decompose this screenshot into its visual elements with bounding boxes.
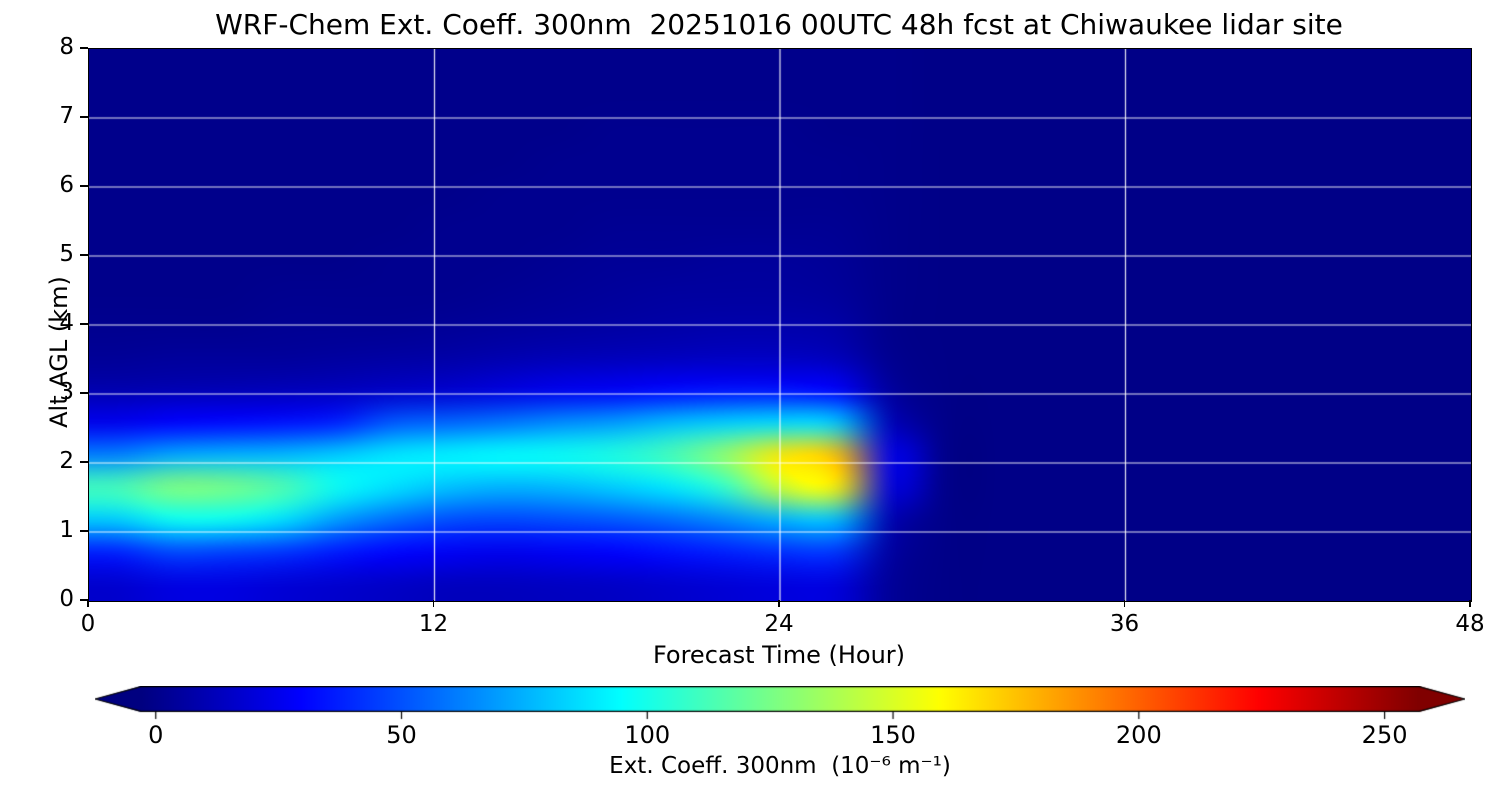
y-tick-mark — [80, 116, 88, 118]
colorbar-label: Ext. Coeff. 300nm (10⁻⁶ m⁻¹) — [609, 753, 951, 779]
colorbar-tick-label: 150 — [870, 721, 916, 749]
y-tick-mark — [80, 392, 88, 394]
y-tick-mark — [80, 599, 88, 601]
colorbar-canvas — [95, 686, 1465, 720]
y-tick-mark — [80, 461, 88, 463]
y-tick-label: 2 — [59, 448, 74, 474]
colorbar-tick-label: 100 — [624, 721, 671, 749]
x-tick-mark — [778, 600, 780, 607]
colorbar — [95, 686, 1465, 720]
x-tick-label: 0 — [80, 611, 96, 637]
y-tick-mark — [80, 185, 88, 187]
colorbar-tick-label: 250 — [1361, 721, 1408, 749]
colorbar-tick-label: 0 — [148, 721, 164, 749]
y-tick-label: 4 — [59, 310, 74, 336]
y-tick-label: 5 — [59, 241, 74, 267]
x-tick-label: 24 — [764, 611, 794, 637]
x-axis-label: Forecast Time (Hour) — [652, 641, 906, 669]
x-tick-label: 12 — [418, 611, 449, 637]
y-tick-mark — [80, 323, 88, 325]
plot-area — [88, 48, 1472, 602]
y-tick-label: 3 — [59, 379, 74, 405]
chart-title: WRF-Chem Ext. Coeff. 300nm 20251016 00UT… — [215, 8, 1343, 41]
colorbar-tick-label: 50 — [386, 721, 417, 749]
x-tick-mark — [1469, 600, 1471, 607]
y-tick-mark — [80, 47, 88, 49]
x-tick-label: 36 — [1109, 611, 1140, 637]
y-tick-label: 1 — [59, 517, 74, 543]
y-tick-label: 6 — [59, 172, 74, 198]
y-tick-label: 8 — [59, 34, 74, 60]
x-tick-mark — [432, 600, 435, 607]
x-tick-label: 48 — [1455, 611, 1485, 637]
x-tick-mark — [1123, 600, 1126, 607]
y-tick-label: 0 — [59, 586, 74, 612]
colorbar-tick-label: 200 — [1115, 721, 1162, 749]
y-tick-mark — [80, 530, 88, 532]
y-tick-mark — [80, 254, 88, 256]
y-tick-label: 7 — [59, 103, 74, 129]
heatmap-canvas — [89, 49, 1471, 601]
x-tick-mark — [87, 600, 89, 607]
